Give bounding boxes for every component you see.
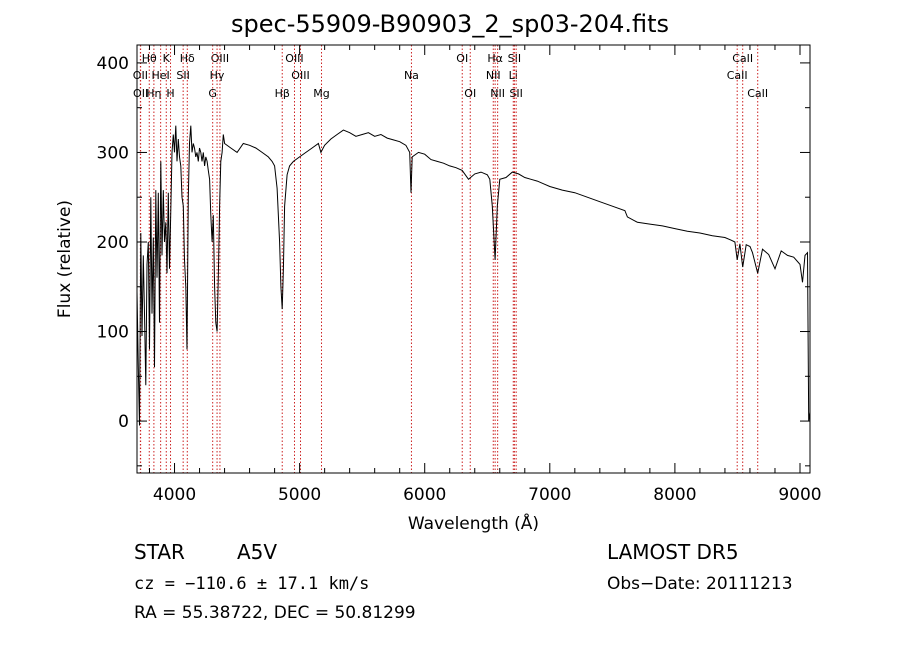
redshift-velocity: cz = −110.6 ± 17.1 km/s <box>134 574 370 594</box>
line-marker-label: Hγ <box>210 69 225 82</box>
object-class: STAR <box>134 540 185 564</box>
line-marker-label: H <box>166 87 174 100</box>
line-marker-label: Hδ <box>180 52 195 65</box>
x-tick-label: 9000 <box>778 485 821 505</box>
line-marker-label: NII <box>486 69 501 82</box>
y-tick-label: 0 <box>118 412 129 432</box>
line-marker-label: NII <box>490 87 505 100</box>
y-tick-label: 300 <box>97 143 129 163</box>
y-axis: 0 100 200 300 400 <box>97 54 810 467</box>
line-marker-label: G <box>208 87 217 100</box>
line-marker-label: Na <box>404 69 419 82</box>
y-tick-label: 400 <box>97 54 129 74</box>
line-marker-label: Hβ <box>275 87 290 100</box>
x-tick-label: 8000 <box>653 485 696 505</box>
plot-frame <box>136 44 811 474</box>
line-marker-label: Hη <box>146 87 161 100</box>
line-marker-label: HeI <box>151 69 169 82</box>
x-axis: 4000 5000 6000 7000 8000 9000 <box>149 45 822 505</box>
y-tick-label: 200 <box>97 233 129 253</box>
line-marker-label: Mg <box>313 87 329 100</box>
line-marker-label: OIII <box>291 69 309 82</box>
x-tick-label: 4000 <box>153 485 196 505</box>
line-marker-label: SII <box>176 69 189 82</box>
line-marker-label: CaII <box>727 69 748 82</box>
line-marker-label: SII <box>509 87 522 100</box>
observation-date: Obs−Date: 20111213 <box>607 574 793 594</box>
line-marker-label: Hθ <box>142 52 157 65</box>
x-tick-label: 6000 <box>403 485 446 505</box>
line-marker-label: OIII <box>285 52 303 65</box>
line-marker-label: K <box>163 52 171 65</box>
spectrum-line <box>136 125 811 426</box>
chart-title: spec-55909-B90903_2_sp03-204.fits <box>231 10 669 38</box>
line-marker-label: CaII <box>747 87 768 100</box>
y-tick-label: 100 <box>97 323 129 343</box>
line-marker-label: OI <box>464 87 476 100</box>
line-marker-label: SII <box>508 52 521 65</box>
x-tick-label: 7000 <box>528 485 571 505</box>
line-marker-label: OI <box>456 52 468 65</box>
x-tick-label: 5000 <box>278 485 321 505</box>
x-axis-label: Wavelength (Å) <box>408 512 539 534</box>
line-marker-label: Hα <box>487 52 503 65</box>
survey-name: LAMOST DR5 <box>607 540 739 564</box>
line-marker-label: CaII <box>732 52 753 65</box>
y-axis-label: Flux (relative) <box>55 200 75 318</box>
line-marker-label: Li <box>509 69 518 82</box>
coordinates: RA = 55.38722, DEC = 50.81299 <box>134 603 416 623</box>
line-marker-label: OIII <box>211 52 229 65</box>
object-subclass: A5V <box>237 540 278 564</box>
